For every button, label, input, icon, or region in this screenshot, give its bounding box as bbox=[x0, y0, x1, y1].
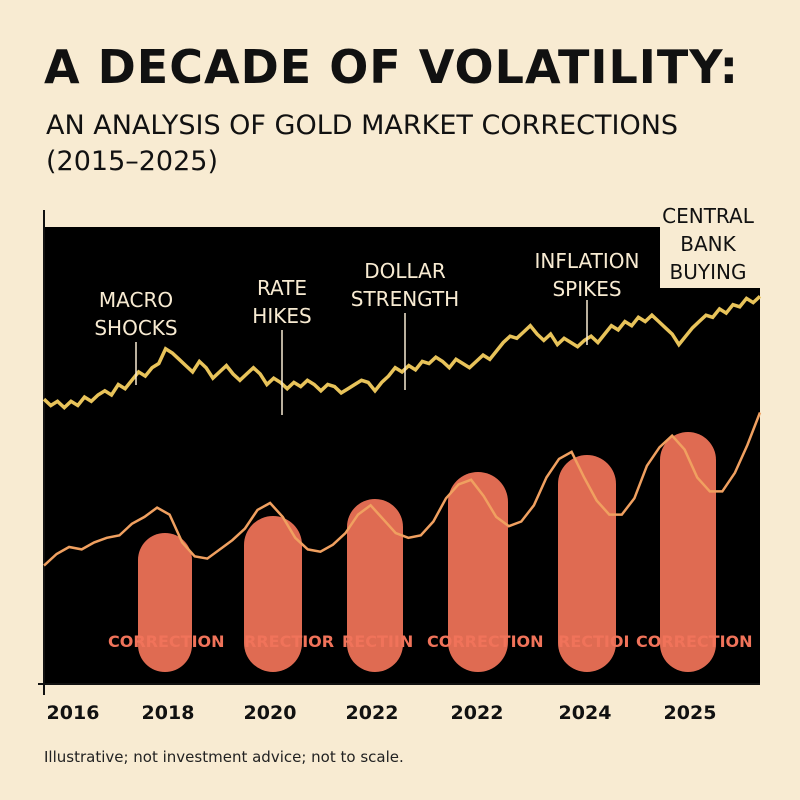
annotation-label: MACRO SHOCKS bbox=[94, 288, 177, 340]
x-tick-label: 2025 bbox=[664, 702, 717, 724]
correction-band bbox=[138, 533, 192, 672]
annotation-label: CENTRAL BANK BUYING bbox=[662, 204, 755, 284]
correction-band bbox=[347, 499, 403, 672]
correction-band bbox=[244, 516, 302, 672]
correction-band bbox=[660, 432, 716, 672]
correction-band bbox=[448, 472, 508, 672]
correction-label: CORRECTION bbox=[108, 632, 225, 651]
annotation-label: RATE HIKES bbox=[252, 276, 311, 328]
correction-label: RRECTIOR bbox=[244, 632, 334, 651]
annotation-box bbox=[660, 200, 760, 288]
correction-band bbox=[558, 455, 616, 672]
x-tick-label: 2020 bbox=[244, 702, 297, 724]
y-axis-line bbox=[43, 210, 45, 695]
correction-label: CORRECTION bbox=[636, 632, 753, 651]
x-tick-label: 2018 bbox=[142, 702, 195, 724]
correction-label: CORRECTION bbox=[427, 632, 544, 651]
lower-series-line bbox=[43, 412, 762, 567]
x-tick-label: 2024 bbox=[559, 702, 612, 724]
annotation-label: DOLLAR STRENGTH bbox=[351, 259, 459, 311]
x-axis-line bbox=[38, 683, 760, 685]
chart-title: A DECADE OF VOLATILITY: bbox=[44, 40, 739, 94]
annotation-label: INFLATION SPIKES bbox=[535, 249, 640, 301]
x-tick-label: 2022 bbox=[346, 702, 399, 724]
footnote: Illustrative; not investment advice; not… bbox=[44, 748, 404, 766]
x-tick-label: 2022 bbox=[451, 702, 504, 724]
correction-label: RECTIIN bbox=[342, 632, 413, 651]
chart-subtitle: AN ANALYSIS OF GOLD MARKET CORRECTIONS (… bbox=[46, 110, 679, 177]
correction-label: RECTIOI bbox=[558, 632, 629, 651]
gold-price-line bbox=[42, 295, 762, 410]
x-tick-label: 2016 bbox=[47, 702, 100, 724]
